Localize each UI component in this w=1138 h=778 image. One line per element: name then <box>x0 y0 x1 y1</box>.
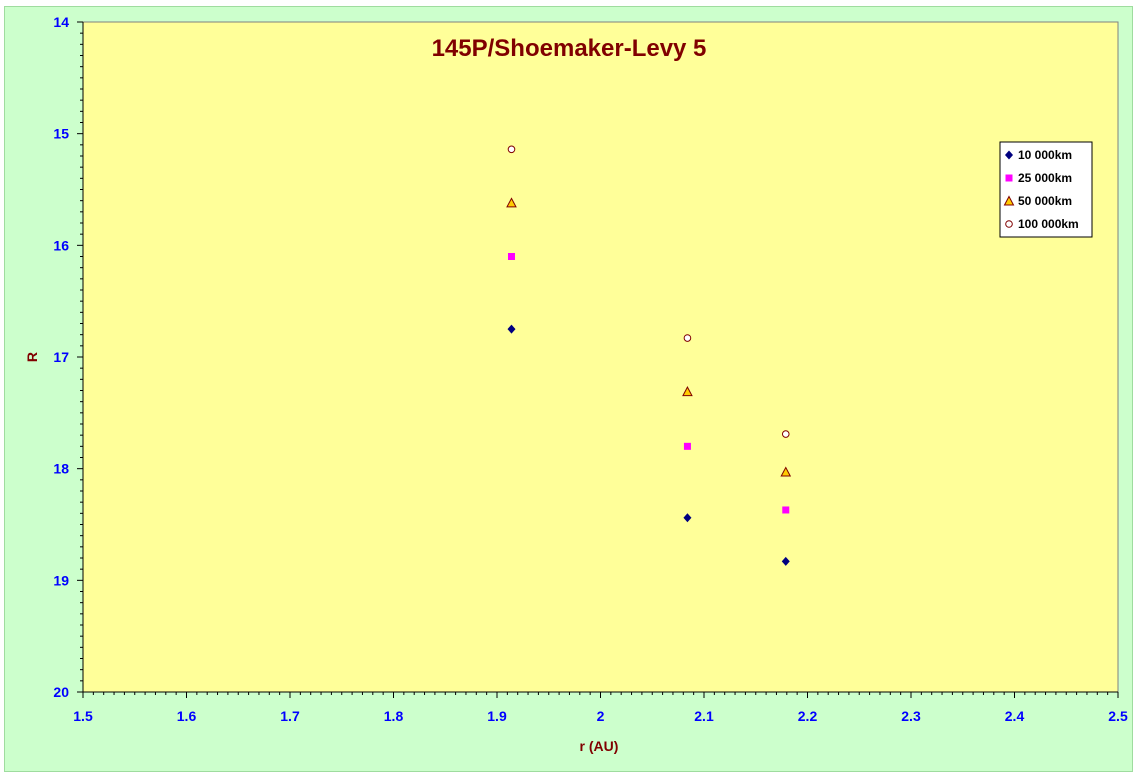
legend-marker <box>1005 150 1013 160</box>
legend-box <box>999 141 1093 238</box>
x-tick-label: 2.4 <box>1005 708 1025 724</box>
y-tick-label: 14 <box>53 14 69 30</box>
legend-marker <box>1005 174 1013 182</box>
legend-label: 100 000km <box>1018 217 1079 231</box>
y-axis-title: R <box>24 352 40 362</box>
data-point <box>682 386 693 397</box>
legend-label: 50 000km <box>1018 194 1072 208</box>
data-point <box>781 430 790 438</box>
legend: 10 000km 25 000km 50 000km 100 000km <box>999 141 1093 238</box>
x-tick-label: 2.3 <box>901 708 921 724</box>
y-tick-label: 18 <box>53 461 69 477</box>
data-point <box>507 253 515 260</box>
y-tick-label: 16 <box>53 237 69 253</box>
x-axis-title: r (AU) <box>580 738 619 754</box>
y-tick-label: 15 <box>53 126 69 142</box>
data-point <box>506 197 517 208</box>
y-tick-label: 19 <box>53 572 69 588</box>
x-tick-label: 2.5 <box>1108 708 1128 724</box>
data-point <box>507 145 516 154</box>
data-point <box>507 324 516 334</box>
x-tick-label: 1.5 <box>73 708 93 724</box>
data-point <box>782 506 790 514</box>
x-tick-label: 1.8 <box>384 708 404 724</box>
data-point <box>780 466 792 477</box>
legend-marker <box>1005 220 1013 228</box>
x-tick-label: 1.7 <box>280 708 300 724</box>
x-tick-label: 2.1 <box>694 708 714 724</box>
chart-title: 145P/Shoemaker-Levy 5 <box>432 35 707 62</box>
data-point <box>781 556 790 566</box>
x-tick-label: 2.2 <box>798 708 818 724</box>
data-point <box>683 334 692 342</box>
data-point <box>683 513 692 523</box>
x-tick-label: 2 <box>597 708 605 724</box>
x-tick-label: 1.6 <box>177 708 197 724</box>
x-tick-label: 1.9 <box>487 708 507 724</box>
y-tick-label: 17 <box>53 349 69 365</box>
plot-area <box>82 21 1119 693</box>
y-tick-label: 20 <box>53 684 69 700</box>
data-point <box>683 442 691 450</box>
legend-label: 10 000km <box>1018 148 1072 162</box>
legend-marker <box>1003 195 1015 206</box>
legend-label: 25 000km <box>1018 171 1072 185</box>
